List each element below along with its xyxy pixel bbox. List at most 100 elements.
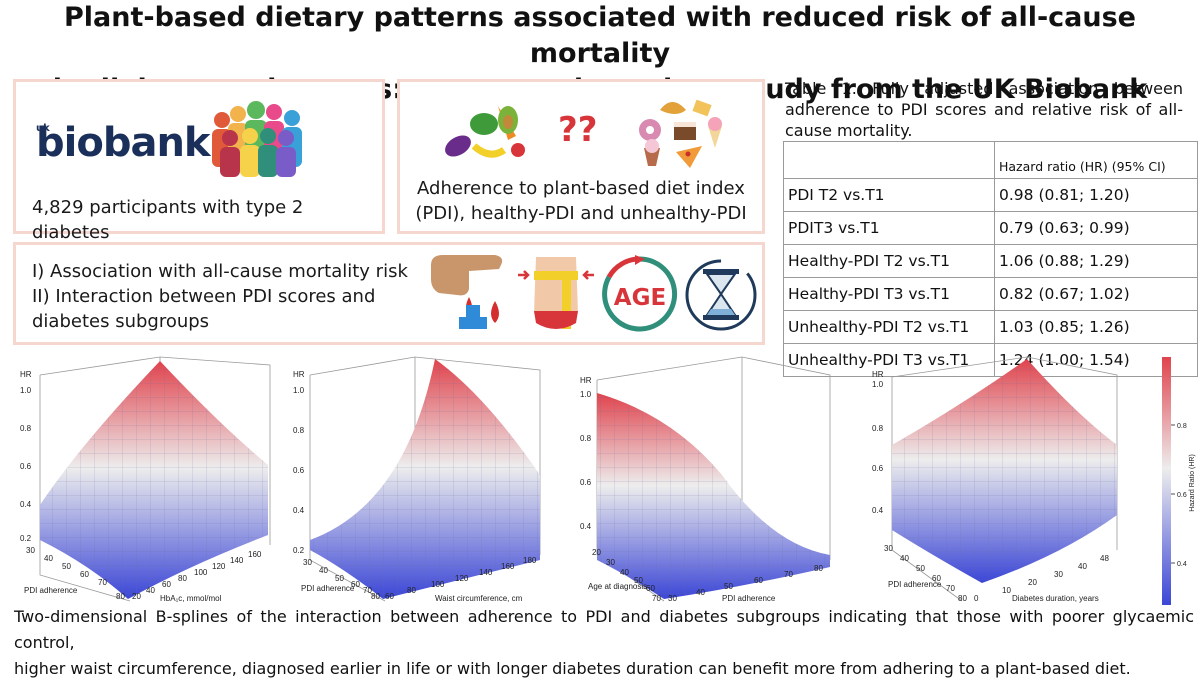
- x-tick: 50: [335, 574, 344, 583]
- y-tick: 48: [1100, 554, 1109, 563]
- z-tick: 1.0: [293, 386, 305, 395]
- colorbar-tick: 0.8: [1177, 423, 1187, 430]
- y-tick: 60: [385, 592, 394, 601]
- x-tick: 60: [646, 584, 655, 593]
- x-tick: 60: [351, 580, 360, 589]
- y-tick: 120: [212, 562, 226, 571]
- z-tick: 1.0: [872, 380, 884, 389]
- y-axis-label: Diabetes duration, years: [1012, 594, 1099, 603]
- row-value: 0.82 (0.67; 1.02): [994, 277, 1197, 311]
- row-value: 1.06 (0.88; 1.29): [994, 244, 1197, 278]
- y-tick: 60: [162, 580, 171, 589]
- x-tick: 40: [620, 568, 629, 577]
- y-tick: 40: [696, 588, 705, 597]
- table-row: PDI T2 vs.T1 0.98 (0.81; 1.20): [784, 178, 1197, 212]
- y-axis-label: PDI adherence: [722, 594, 776, 603]
- age-label: AGE: [614, 285, 666, 311]
- x-tick: 40: [900, 554, 909, 563]
- y-tick: 100: [194, 568, 208, 577]
- row-label: PDIT3 vs.T1: [784, 211, 995, 245]
- z-tick: 0.8: [293, 426, 305, 435]
- biobank-logo: biobank: [36, 120, 211, 166]
- colorbar-gradient: [1162, 357, 1171, 605]
- y-tick: 30: [668, 594, 677, 603]
- y-tick: 60: [754, 576, 763, 585]
- y-tick: 140: [479, 568, 493, 577]
- z-axis-label: HR: [872, 370, 884, 379]
- hr-table: Hazard ratio (HR) (95% CI) PDI T2 vs.T1 0…: [783, 141, 1198, 377]
- aims-box: I) Association with all-cause mortality …: [13, 242, 765, 345]
- table-header-empty: [784, 141, 995, 179]
- z-tick: 0.8: [872, 424, 884, 433]
- table-row: Unhealthy-PDI T2 vs.T1 1.03 (0.85; 1.26): [784, 310, 1197, 344]
- diet-index-text: Adherence to plant-based diet index (PDI…: [400, 176, 762, 226]
- x-axis-label: PDI adherence: [888, 580, 942, 589]
- x-tick: 70: [946, 584, 955, 593]
- question-marks: ??: [558, 110, 598, 150]
- surface-plot-hba1c: HR 1.0 0.8 0.6 0.4 0.2 30 40 50 60 70 80…: [20, 356, 271, 603]
- surface-plot-duration: HR 1.0 0.8 0.6 0.4 30 40 50 60 70 80 PDI…: [872, 356, 1118, 603]
- aim-2: II) Interaction between PDI scores and: [32, 286, 376, 307]
- z-tick: 0.6: [20, 462, 32, 471]
- y-tick: 120: [455, 574, 469, 583]
- colorbar-tick: 0.4: [1177, 561, 1187, 568]
- participants-text: 4,829 participants with type 2 diabetes: [32, 197, 304, 243]
- table-caption: Table 1. Fully adjusted association betw…: [785, 79, 1183, 140]
- x-tick: 70: [363, 586, 372, 595]
- y-tick: 70: [784, 570, 793, 579]
- y-tick: 140: [230, 556, 244, 565]
- table-row: Healthy-PDI T2 vs.T1 1.06 (0.88; 1.29): [784, 244, 1197, 278]
- aims-text: I) Association with all-cause mortality …: [32, 259, 408, 334]
- colorbar-label: Hazard Ratio (HR): [1189, 454, 1196, 512]
- z-tick: 0.8: [580, 434, 592, 443]
- z-tick: 1.0: [580, 390, 592, 399]
- aim-2-cont: diabetes subgroups: [32, 311, 210, 332]
- z-tick: 0.6: [293, 466, 305, 475]
- caption-line-2: higher waist circumference, diagnosed ea…: [14, 659, 1131, 678]
- surface-mesh: [40, 361, 268, 599]
- y-tick: 160: [248, 550, 262, 559]
- row-label: Healthy-PDI T3 vs.T1: [784, 277, 995, 311]
- x-tick: 40: [319, 566, 328, 575]
- row-value: 0.98 (0.81; 1.20): [994, 178, 1197, 212]
- table-header-hr: Hazard ratio (HR) (95% CI): [994, 141, 1197, 179]
- x-tick: 20: [592, 548, 601, 557]
- diet-index-box: ?? Adherence to plant-based diet index (…: [397, 79, 765, 234]
- z-tick: 0.2: [20, 534, 32, 543]
- waist-tape-icon: [518, 257, 594, 329]
- z-axis-label: HR: [580, 376, 592, 385]
- surface-plot-age: HR 1.0 0.8 0.6 0.4 20 30 40 50 60 70 Age…: [580, 356, 831, 603]
- row-value: 1.03 (0.85; 1.26): [994, 310, 1197, 344]
- surface-mesh: [310, 359, 540, 599]
- y-tick: 80: [814, 564, 823, 573]
- diet-index-line-2: (PDI), healthy-PDI and unhealthy-PDI: [415, 203, 747, 224]
- x-axis-label: PDI adherence: [301, 584, 355, 593]
- aim-1: I) Association with all-cause mortality …: [32, 261, 408, 282]
- title-line-1: Plant-based dietary patterns associated …: [63, 2, 1136, 69]
- participants-box: uk biobank 4,829 participants with type …: [13, 79, 385, 243]
- y-tick: 30: [1054, 570, 1063, 579]
- x-tick: 50: [634, 576, 643, 585]
- x-axis-label: PDI adherence: [24, 586, 78, 595]
- table-header-row: Hazard ratio (HR) (95% CI): [784, 141, 1197, 179]
- z-axis-label: HR: [293, 370, 305, 379]
- z-tick: 0.6: [580, 478, 592, 487]
- colorbar-tick: 0.6: [1177, 492, 1187, 499]
- x-tick: 30: [884, 544, 893, 553]
- y-tick: 80: [407, 586, 416, 595]
- row-label: Healthy-PDI T2 vs.T1: [784, 244, 995, 278]
- y-tick: 80: [178, 574, 187, 583]
- z-tick: 0.4: [20, 500, 32, 509]
- x-axis-label: Age at diagnosis: [588, 582, 647, 591]
- y-tick: 0: [974, 594, 979, 603]
- diet-index-line-1: Adherence to plant-based diet index: [417, 178, 745, 199]
- people-crowd-icon: [212, 101, 302, 177]
- z-tick: 0.4: [872, 506, 884, 515]
- hourglass-duration-icon: [685, 259, 757, 331]
- x-tick: 50: [916, 564, 925, 573]
- x-tick: 60: [80, 570, 89, 579]
- surface-mesh: [892, 359, 1117, 583]
- y-tick: 50: [724, 582, 733, 591]
- x-tick: 80: [958, 594, 967, 603]
- caption-line-1: Two-dimensional B-splines of the interac…: [14, 607, 1194, 652]
